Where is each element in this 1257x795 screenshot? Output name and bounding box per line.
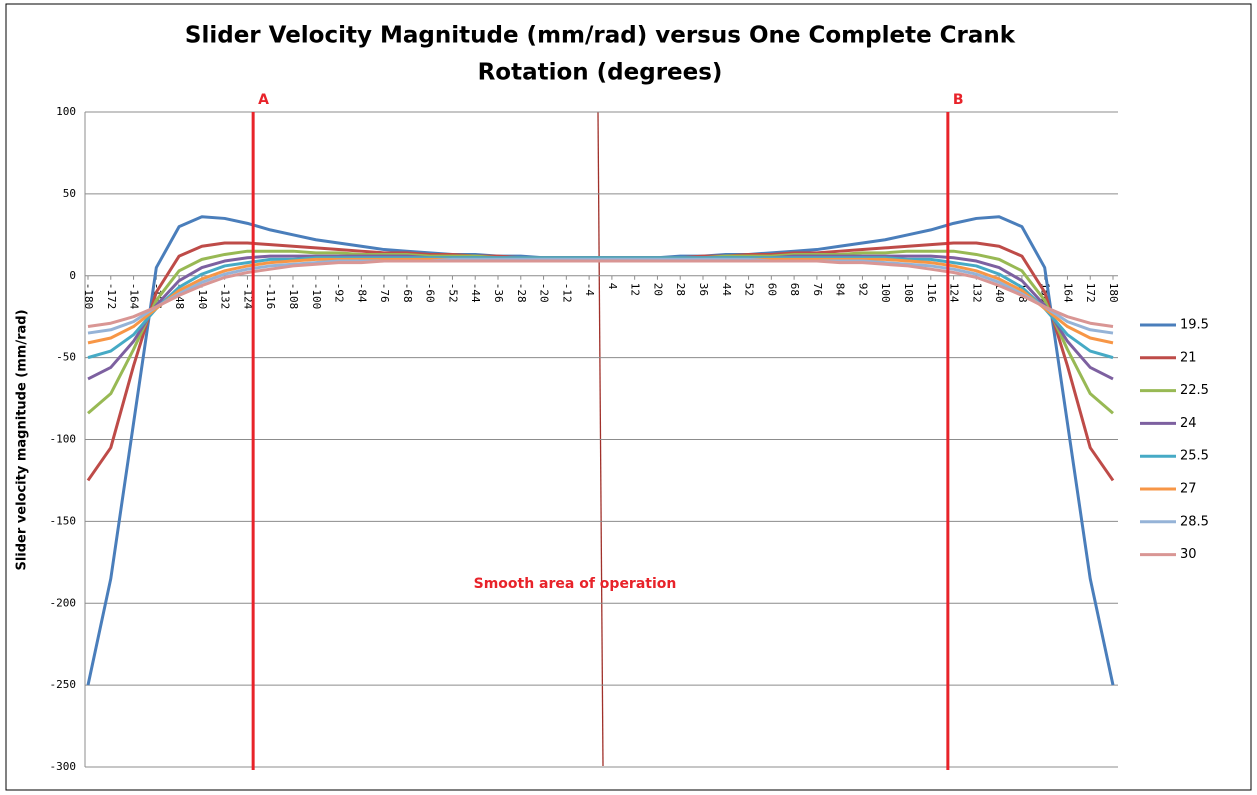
x-tick-label: -172 [105, 283, 118, 310]
x-tick-label: 76 [811, 283, 824, 296]
x-tick-label: -76 [378, 283, 391, 303]
x-tick-label: 100 [879, 283, 892, 303]
y-tick-label: 100 [56, 105, 76, 118]
x-tick-label: 20 [651, 283, 664, 296]
x-tick-label: 60 [765, 283, 778, 296]
x-tick-label: -4 [583, 283, 596, 297]
annotation-label: B [953, 92, 964, 108]
x-tick-label: -20 [538, 283, 551, 303]
x-tick-label: 52 [743, 283, 756, 296]
y-tick-label: 0 [69, 269, 76, 282]
x-tick-label: 180 [1107, 283, 1120, 303]
x-tick-label: -132 [219, 283, 232, 310]
y-tick-label: -250 [50, 678, 77, 691]
x-tick-label: 28 [674, 283, 687, 296]
x-tick-label: 116 [925, 283, 938, 303]
x-tick-label: 132 [970, 283, 983, 303]
x-tick-label: -84 [355, 283, 368, 303]
legend-label: 24 [1180, 416, 1197, 431]
x-tick-label: 84 [834, 283, 847, 297]
x-tick-label: -108 [287, 283, 300, 310]
chart-title: Rotation (degrees) [478, 60, 723, 86]
legend-label: 22.5 [1180, 383, 1209, 398]
x-tick-label: -180 [82, 283, 95, 310]
x-tick-label: -100 [310, 283, 323, 310]
series-line [87, 257, 1114, 335]
x-tick-label: -44 [469, 283, 482, 303]
x-tick-label: 172 [1084, 283, 1097, 303]
x-tick-label: -92 [333, 283, 346, 303]
legend-label: 28.5 [1180, 514, 1209, 529]
legend-label: 30 [1180, 547, 1197, 562]
y-tick-label: 50 [63, 187, 76, 200]
x-tick-label: -164 [128, 283, 141, 310]
x-tick-label: -52 [446, 283, 459, 303]
legend-label: 19.5 [1180, 318, 1209, 333]
x-tick-label: 12 [629, 283, 642, 296]
annotation-label: A [258, 92, 269, 108]
x-tick-label: -36 [492, 283, 505, 303]
x-tick-label: 124 [948, 283, 961, 303]
chart-border [5, 3, 1252, 791]
x-tick-label: -68 [401, 283, 414, 303]
x-tick-label: -140 [196, 283, 209, 310]
legend-label: 27 [1180, 482, 1197, 497]
y-tick-label: -100 [50, 433, 77, 446]
series-line [87, 256, 1114, 360]
x-tick-label: 108 [902, 283, 915, 303]
x-tick-label: 68 [788, 283, 801, 296]
series-line [87, 259, 1114, 328]
y-tick-label: -50 [56, 351, 76, 364]
x-tick-label: -12 [560, 283, 573, 303]
legend-label: 25.5 [1180, 449, 1209, 464]
x-tick-label: -60 [424, 283, 437, 303]
x-tick-label: 44 [720, 283, 733, 297]
x-tick-label: 36 [697, 283, 710, 296]
legend-label: 21 [1180, 350, 1197, 365]
x-tick-label: -28 [515, 283, 528, 303]
y-tick-label: -200 [50, 596, 77, 609]
y-tick-label: -150 [50, 514, 77, 527]
chart-title: Slider Velocity Magnitude (mm/rad) versu… [185, 23, 1016, 49]
x-tick-label: -124 [241, 283, 254, 310]
note: Smooth area of operation [474, 576, 677, 592]
x-tick-label: 164 [1061, 283, 1074, 303]
x-tick-label: 92 [856, 283, 869, 296]
y-axis-label: Slider velocity magnitude (mm/rad) [15, 309, 30, 570]
y-tick-label: -300 [50, 760, 77, 773]
x-tick-label: 4 [606, 283, 619, 290]
x-tick-label: -116 [264, 283, 277, 310]
